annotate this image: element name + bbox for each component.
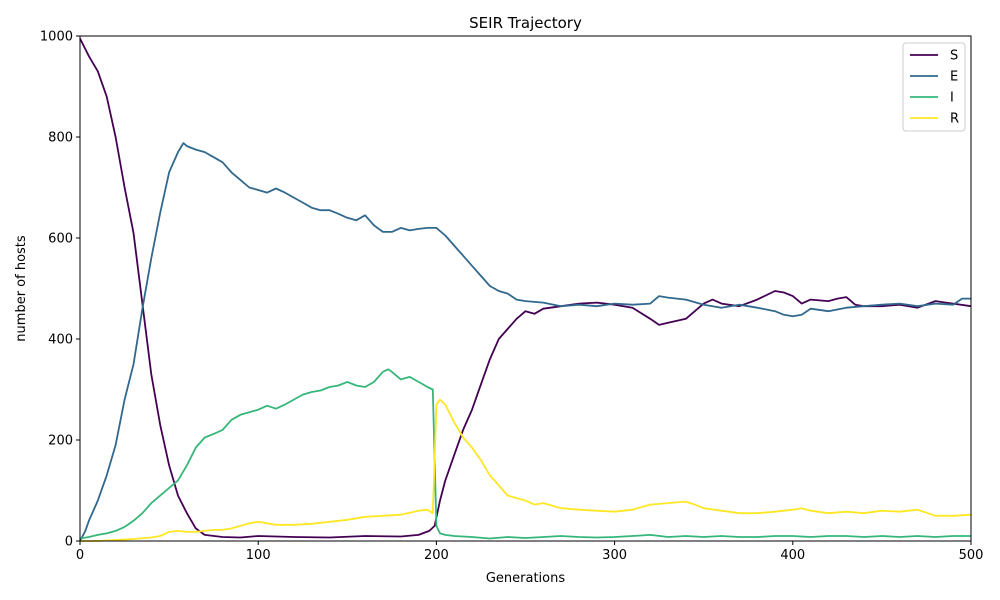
- legend: SEIR: [902, 42, 966, 132]
- series-line-e: [79, 142, 971, 542]
- y-tick-label: 600: [48, 232, 73, 247]
- x-tick-label: 500: [959, 548, 984, 563]
- series-line-r: [80, 398, 972, 542]
- x-tick-label: 100: [246, 548, 271, 563]
- y-tick-label: 400: [48, 333, 73, 348]
- legend-box: [902, 42, 966, 132]
- x-tick-label: 0: [76, 548, 84, 563]
- plot-area: [79, 38, 972, 542]
- plot-frame: [79, 35, 972, 542]
- y-axis-label: number of hosts: [14, 235, 29, 342]
- legend-label-r: R: [950, 112, 959, 127]
- y-tick-label: 1000: [40, 30, 73, 45]
- legend-label-e: E: [950, 70, 958, 85]
- x-axis-label: Generations: [486, 571, 566, 586]
- x-tick-label: 200: [424, 548, 449, 563]
- y-tick-label: 200: [48, 434, 73, 449]
- series-line-i: [79, 368, 971, 540]
- x-tick-label: 300: [602, 548, 627, 563]
- x-tick-label: 400: [780, 548, 805, 563]
- legend-label-s: S: [950, 49, 958, 64]
- y-tick-label: 0: [65, 535, 73, 550]
- legend-label-i: I: [950, 91, 954, 106]
- series-line-s: [79, 38, 972, 539]
- y-tick-label: 800: [48, 131, 73, 146]
- chart-title: SEIR Trajectory: [469, 14, 582, 32]
- x-axis: 0 100 200 300 400 500: [76, 541, 984, 563]
- y-axis: 0 200 400 600 800 1000: [40, 30, 80, 550]
